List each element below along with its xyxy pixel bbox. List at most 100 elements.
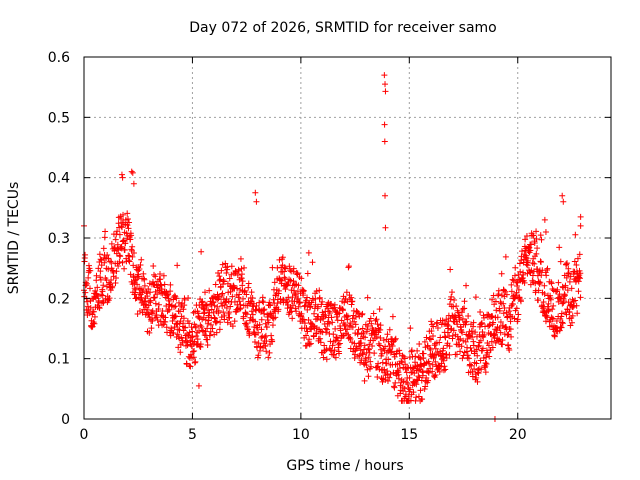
data-point xyxy=(248,308,255,315)
data-point xyxy=(374,321,381,328)
data-point xyxy=(116,231,123,238)
data-point xyxy=(96,305,103,312)
data-point xyxy=(112,280,119,287)
data-point xyxy=(228,263,235,270)
data-point xyxy=(307,303,314,310)
data-point xyxy=(417,356,424,363)
data-point xyxy=(371,350,378,357)
data-point xyxy=(115,262,122,269)
data-point xyxy=(577,275,584,282)
data-point xyxy=(376,306,383,313)
data-point xyxy=(281,264,288,271)
data-point xyxy=(158,286,165,293)
data-point xyxy=(268,332,275,339)
data-point xyxy=(343,289,350,296)
data-point xyxy=(186,362,193,369)
data-point xyxy=(547,296,554,303)
data-point xyxy=(218,300,225,307)
data-point xyxy=(507,326,514,333)
data-point xyxy=(348,294,355,301)
data-point xyxy=(163,324,170,331)
data-point xyxy=(141,276,148,283)
data-point xyxy=(412,359,419,366)
data-point xyxy=(100,282,107,289)
data-point xyxy=(281,268,288,275)
data-point xyxy=(226,275,233,282)
data-point xyxy=(406,374,413,381)
data-point xyxy=(453,351,460,358)
data-point xyxy=(508,281,515,288)
data-point xyxy=(82,289,89,296)
data-point xyxy=(304,328,311,335)
data-point xyxy=(408,348,415,355)
data-point xyxy=(172,303,179,310)
data-point xyxy=(127,236,134,243)
data-point xyxy=(478,320,485,327)
data-point xyxy=(211,302,218,309)
data-point xyxy=(191,359,198,366)
data-point xyxy=(198,248,205,255)
data-point xyxy=(157,276,164,283)
data-point xyxy=(229,293,236,300)
data-point xyxy=(316,294,323,301)
data-point xyxy=(488,338,495,345)
data-point xyxy=(363,357,370,364)
data-point xyxy=(126,258,133,265)
data-point xyxy=(271,279,278,286)
data-point xyxy=(336,340,343,347)
data-point xyxy=(214,303,221,310)
data-point xyxy=(190,348,197,355)
data-point xyxy=(425,369,432,376)
data-point xyxy=(544,303,551,310)
data-point xyxy=(222,299,229,306)
y-tick-label: 0.4 xyxy=(48,171,70,187)
data-point xyxy=(222,260,229,267)
data-point xyxy=(142,301,149,308)
data-point xyxy=(161,281,168,288)
data-point xyxy=(326,320,333,327)
data-point xyxy=(447,326,454,333)
data-point xyxy=(292,305,299,312)
data-point xyxy=(181,302,188,309)
data-point xyxy=(108,277,115,284)
data-point xyxy=(185,295,192,302)
data-point xyxy=(459,329,466,336)
data-point xyxy=(290,265,297,272)
data-point xyxy=(140,270,147,277)
data-point xyxy=(457,348,464,355)
data-point xyxy=(390,383,397,390)
data-point xyxy=(450,327,457,334)
data-point xyxy=(410,389,417,396)
data-point xyxy=(511,272,518,279)
data-point xyxy=(278,277,285,284)
data-point xyxy=(401,385,408,392)
data-point xyxy=(531,240,538,247)
data-point xyxy=(239,282,246,289)
data-point xyxy=(381,72,388,79)
data-point xyxy=(300,316,307,323)
data-point xyxy=(345,264,352,271)
data-point xyxy=(223,305,230,312)
data-point xyxy=(107,258,114,265)
data-point xyxy=(330,331,337,338)
data-point xyxy=(489,296,496,303)
data-point xyxy=(365,373,372,380)
data-point xyxy=(412,353,419,360)
data-point xyxy=(220,309,227,316)
data-point xyxy=(365,354,372,361)
data-point xyxy=(126,219,133,226)
data-point xyxy=(377,346,384,353)
data-point xyxy=(357,347,364,354)
data-point xyxy=(477,309,484,316)
data-point xyxy=(470,323,477,330)
data-point xyxy=(548,280,555,287)
data-point xyxy=(293,308,300,315)
data-point xyxy=(306,336,313,343)
data-point xyxy=(569,296,576,303)
data-point xyxy=(468,347,475,354)
data-point xyxy=(255,329,262,336)
data-point xyxy=(429,361,436,368)
data-point xyxy=(568,285,575,292)
data-point xyxy=(565,265,572,272)
data-point xyxy=(416,341,423,348)
